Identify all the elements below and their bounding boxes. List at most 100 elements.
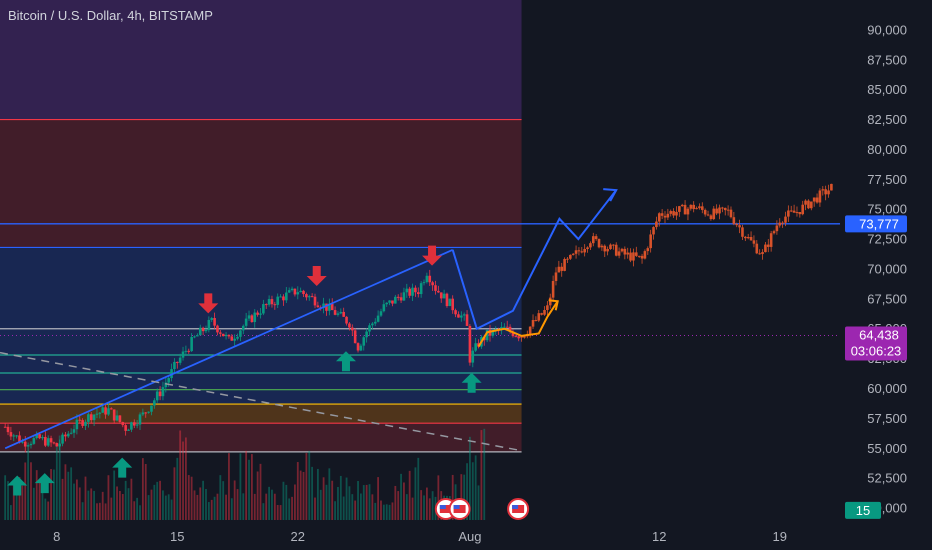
projection-candle-body-19: [574, 250, 578, 254]
candle-body-59: [173, 361, 176, 370]
projection-candle-body-44: [646, 248, 650, 252]
candle-body-55: [161, 387, 165, 397]
candle-body-66: [193, 336, 196, 338]
y-tick-label: 90,000: [867, 22, 907, 37]
candle-body-107: [310, 296, 314, 298]
orange-arrow-head: [548, 299, 559, 311]
candle-body-108: [313, 296, 317, 306]
volume-bar-0-2: [10, 505, 12, 520]
candle-body-145: [419, 283, 423, 295]
volume-bar-22-4: [394, 485, 397, 520]
volume-bar-8-1: [144, 463, 147, 520]
candle-body-130: [376, 315, 380, 322]
volume-bar-14-4: [256, 471, 259, 520]
volume-bar-18-1: [316, 468, 319, 520]
zone-5: [0, 404, 522, 424]
projection-candle-body-68: [715, 208, 718, 214]
candle-body-53: [155, 391, 159, 401]
volume-bar-10-5: [190, 476, 193, 520]
projection-arrow-head: [603, 188, 618, 202]
candle-body-54: [158, 391, 162, 397]
candle-body-117: [339, 311, 343, 314]
volume-bar-5-4: [101, 491, 104, 520]
price-badge-label: 73,777: [859, 216, 899, 231]
candle-body-97: [282, 296, 285, 301]
candle-body-72: [210, 318, 214, 320]
projection-candle-body-103: [815, 197, 819, 203]
y-tick-label: 75,000: [867, 202, 907, 217]
projection-candle-body-22: [583, 248, 586, 253]
volume-bar-23-1: [403, 482, 405, 520]
y-tick-label: 87,500: [867, 52, 907, 67]
projection-candle-body-15: [563, 258, 566, 271]
projection-candle-body-106: [824, 189, 827, 195]
volume-bar-17-0: [296, 462, 299, 520]
volume-bar-11-0: [193, 490, 196, 520]
candle-body-80: [233, 338, 236, 341]
candle-body-127: [368, 325, 371, 332]
zone-4: [0, 355, 522, 405]
projection-candle-body-13: [557, 266, 561, 273]
candle-body-126: [365, 331, 368, 338]
price-badge-2: [845, 501, 881, 519]
zone-3: [0, 328, 522, 356]
volume-bar-8-0: [141, 458, 144, 520]
projection-candle-body-78: [744, 236, 747, 239]
candle-body-0: [3, 426, 7, 428]
volume-bar-24-5: [431, 491, 434, 520]
volume-bar-8-4: [153, 484, 156, 520]
projection-candle-body-41: [637, 255, 641, 257]
volume-bar-4-5: [87, 490, 90, 520]
volume-bar-0-1: [7, 481, 9, 520]
volume-bar-15-1: [265, 493, 268, 520]
volume-bar-10-2: [182, 441, 184, 520]
candle-body-119: [345, 316, 348, 324]
projection-candle-body-12: [554, 272, 558, 281]
candle-body-157: [454, 310, 457, 315]
candle-body-122: [353, 330, 357, 344]
projection-candle-body-60: [692, 204, 695, 210]
projection-candle-body-49: [660, 213, 664, 216]
volume-bar-4-0: [73, 483, 75, 520]
projection-candle-body-79: [746, 237, 750, 239]
volume-bar-12-1: [213, 496, 216, 520]
volume-bar-27-1: [471, 462, 474, 520]
volume-bar-11-1: [196, 494, 199, 520]
volume-bar-14-2: [250, 454, 253, 520]
volume-bar-17-5: [311, 466, 314, 520]
projection-candle-body-75: [735, 223, 739, 226]
x-tick-label: 12: [652, 529, 666, 544]
candle-body-71: [207, 319, 211, 331]
volume-bar-1-1: [24, 462, 27, 520]
candle-body-31: [92, 414, 96, 421]
candle-body-1: [6, 426, 10, 433]
volume-bar-14-1: [248, 459, 250, 520]
candle-body-21: [64, 434, 67, 437]
candle-body-158: [457, 314, 460, 318]
volume-bar-19-2: [337, 486, 339, 520]
candle-body-154: [445, 293, 449, 307]
projection-candle-body-107: [827, 190, 830, 195]
projection-candle-body-8: [543, 309, 546, 315]
x-tick-label: 8: [53, 529, 60, 544]
projection-candle-body-94: [789, 210, 793, 212]
volume-bar-20-1: [351, 494, 354, 520]
candle-body-69: [201, 327, 205, 332]
volume-bar-5-3: [98, 502, 101, 520]
volume-bar-14-0: [245, 450, 248, 520]
candle-body-47: [138, 414, 142, 425]
candle-body-24: [72, 429, 76, 433]
projection-candle-body-63: [700, 206, 704, 210]
candle-body-151: [437, 290, 440, 293]
candle-body-41: [121, 422, 125, 426]
projection-candle-body-53: [672, 211, 675, 216]
candle-body-70: [204, 330, 208, 332]
candle-body-174: [503, 326, 506, 328]
volume-bar-3-4: [67, 471, 70, 520]
volume-bar-8-3: [150, 489, 153, 520]
levels-layer: [0, 118, 840, 453]
volume-bar-24-4: [428, 498, 431, 520]
price-badge-1: [845, 326, 907, 361]
projection-candle-body-33: [614, 244, 618, 256]
